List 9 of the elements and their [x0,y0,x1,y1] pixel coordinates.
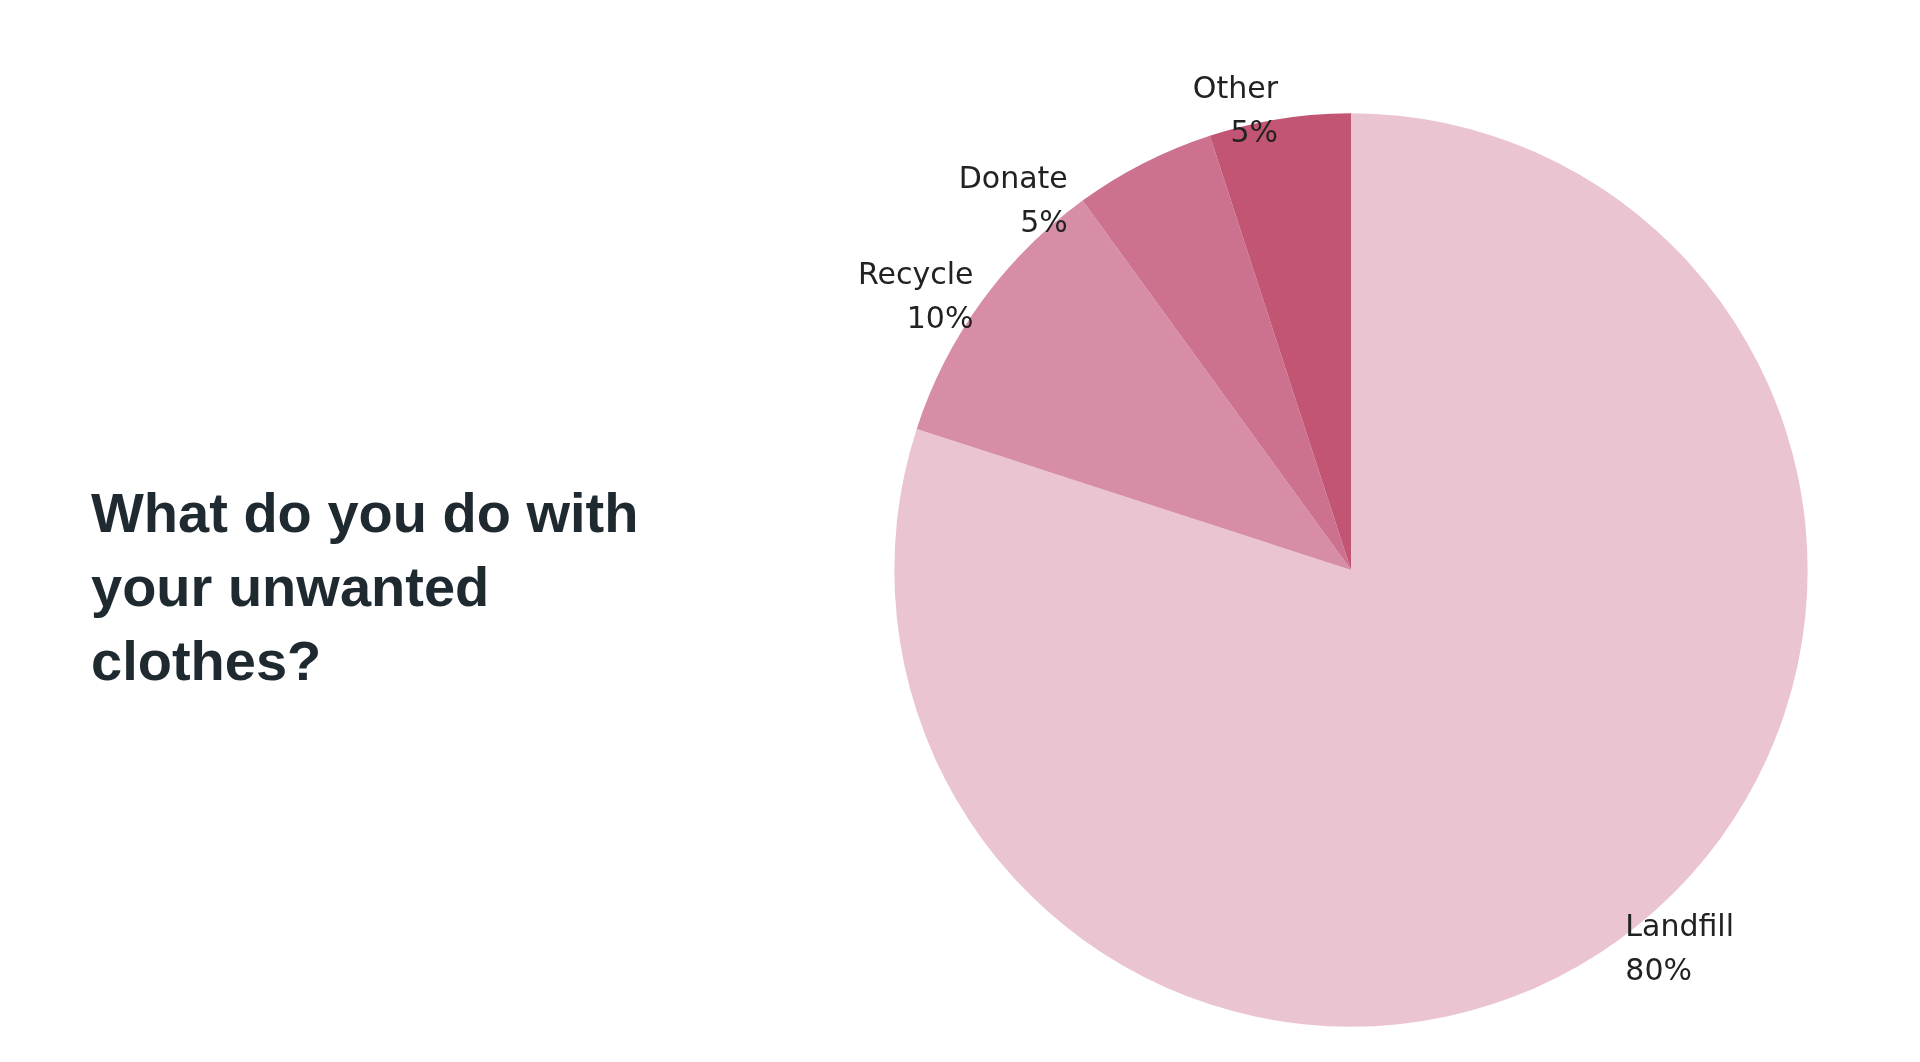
data-label: 5% [1020,203,1068,239]
data-label: 5% [1230,113,1278,149]
data-label: 80% [1625,952,1692,988]
slice-label: Donate [958,159,1068,195]
slice-label: Landfill [1625,908,1735,944]
data-label: 10% [906,300,974,336]
text: What do you do with your unwanted clothes? [91,480,655,692]
slice-label: Other [1192,69,1279,105]
slice-label: Recycle [857,256,974,292]
